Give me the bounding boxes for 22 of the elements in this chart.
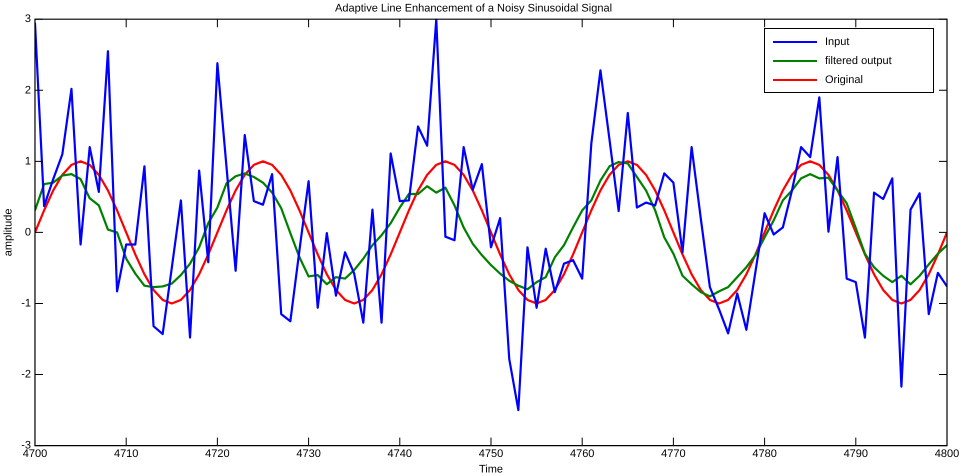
- x-axis-title: Time: [478, 463, 504, 476]
- x-tick-label: 4710: [114, 448, 138, 460]
- y-tick-label: 2: [24, 84, 31, 96]
- x-tick-label: 4730: [296, 448, 321, 460]
- y-axis-title: amplitude: [2, 208, 15, 256]
- chart-title: Adaptive Line Enhancement of a Noisy Sinusoidal Signal: [334, 2, 612, 15]
- x-tick-label: 4800: [934, 448, 960, 460]
- x-tick-label: 4720: [205, 448, 230, 460]
- y-tick-label: 3: [24, 13, 31, 26]
- x-tick-label: 4770: [661, 448, 686, 460]
- y-tick-label: -2: [21, 368, 31, 381]
- y-tick-label: -1: [21, 298, 31, 310]
- legend-label: filtered output: [825, 54, 892, 67]
- x-tick-label: 4750: [478, 448, 504, 460]
- x-tick-label: 4790: [844, 448, 868, 460]
- x-tick-label: 4760: [570, 448, 594, 460]
- x-tick-label: 4780: [752, 448, 777, 460]
- y-tick-label: 0: [24, 226, 31, 238]
- y-tick-label: 1: [24, 155, 31, 168]
- legend-label: Original: [825, 74, 863, 86]
- x-tick-label: 4740: [388, 448, 412, 460]
- legend-label: Input: [825, 36, 850, 48]
